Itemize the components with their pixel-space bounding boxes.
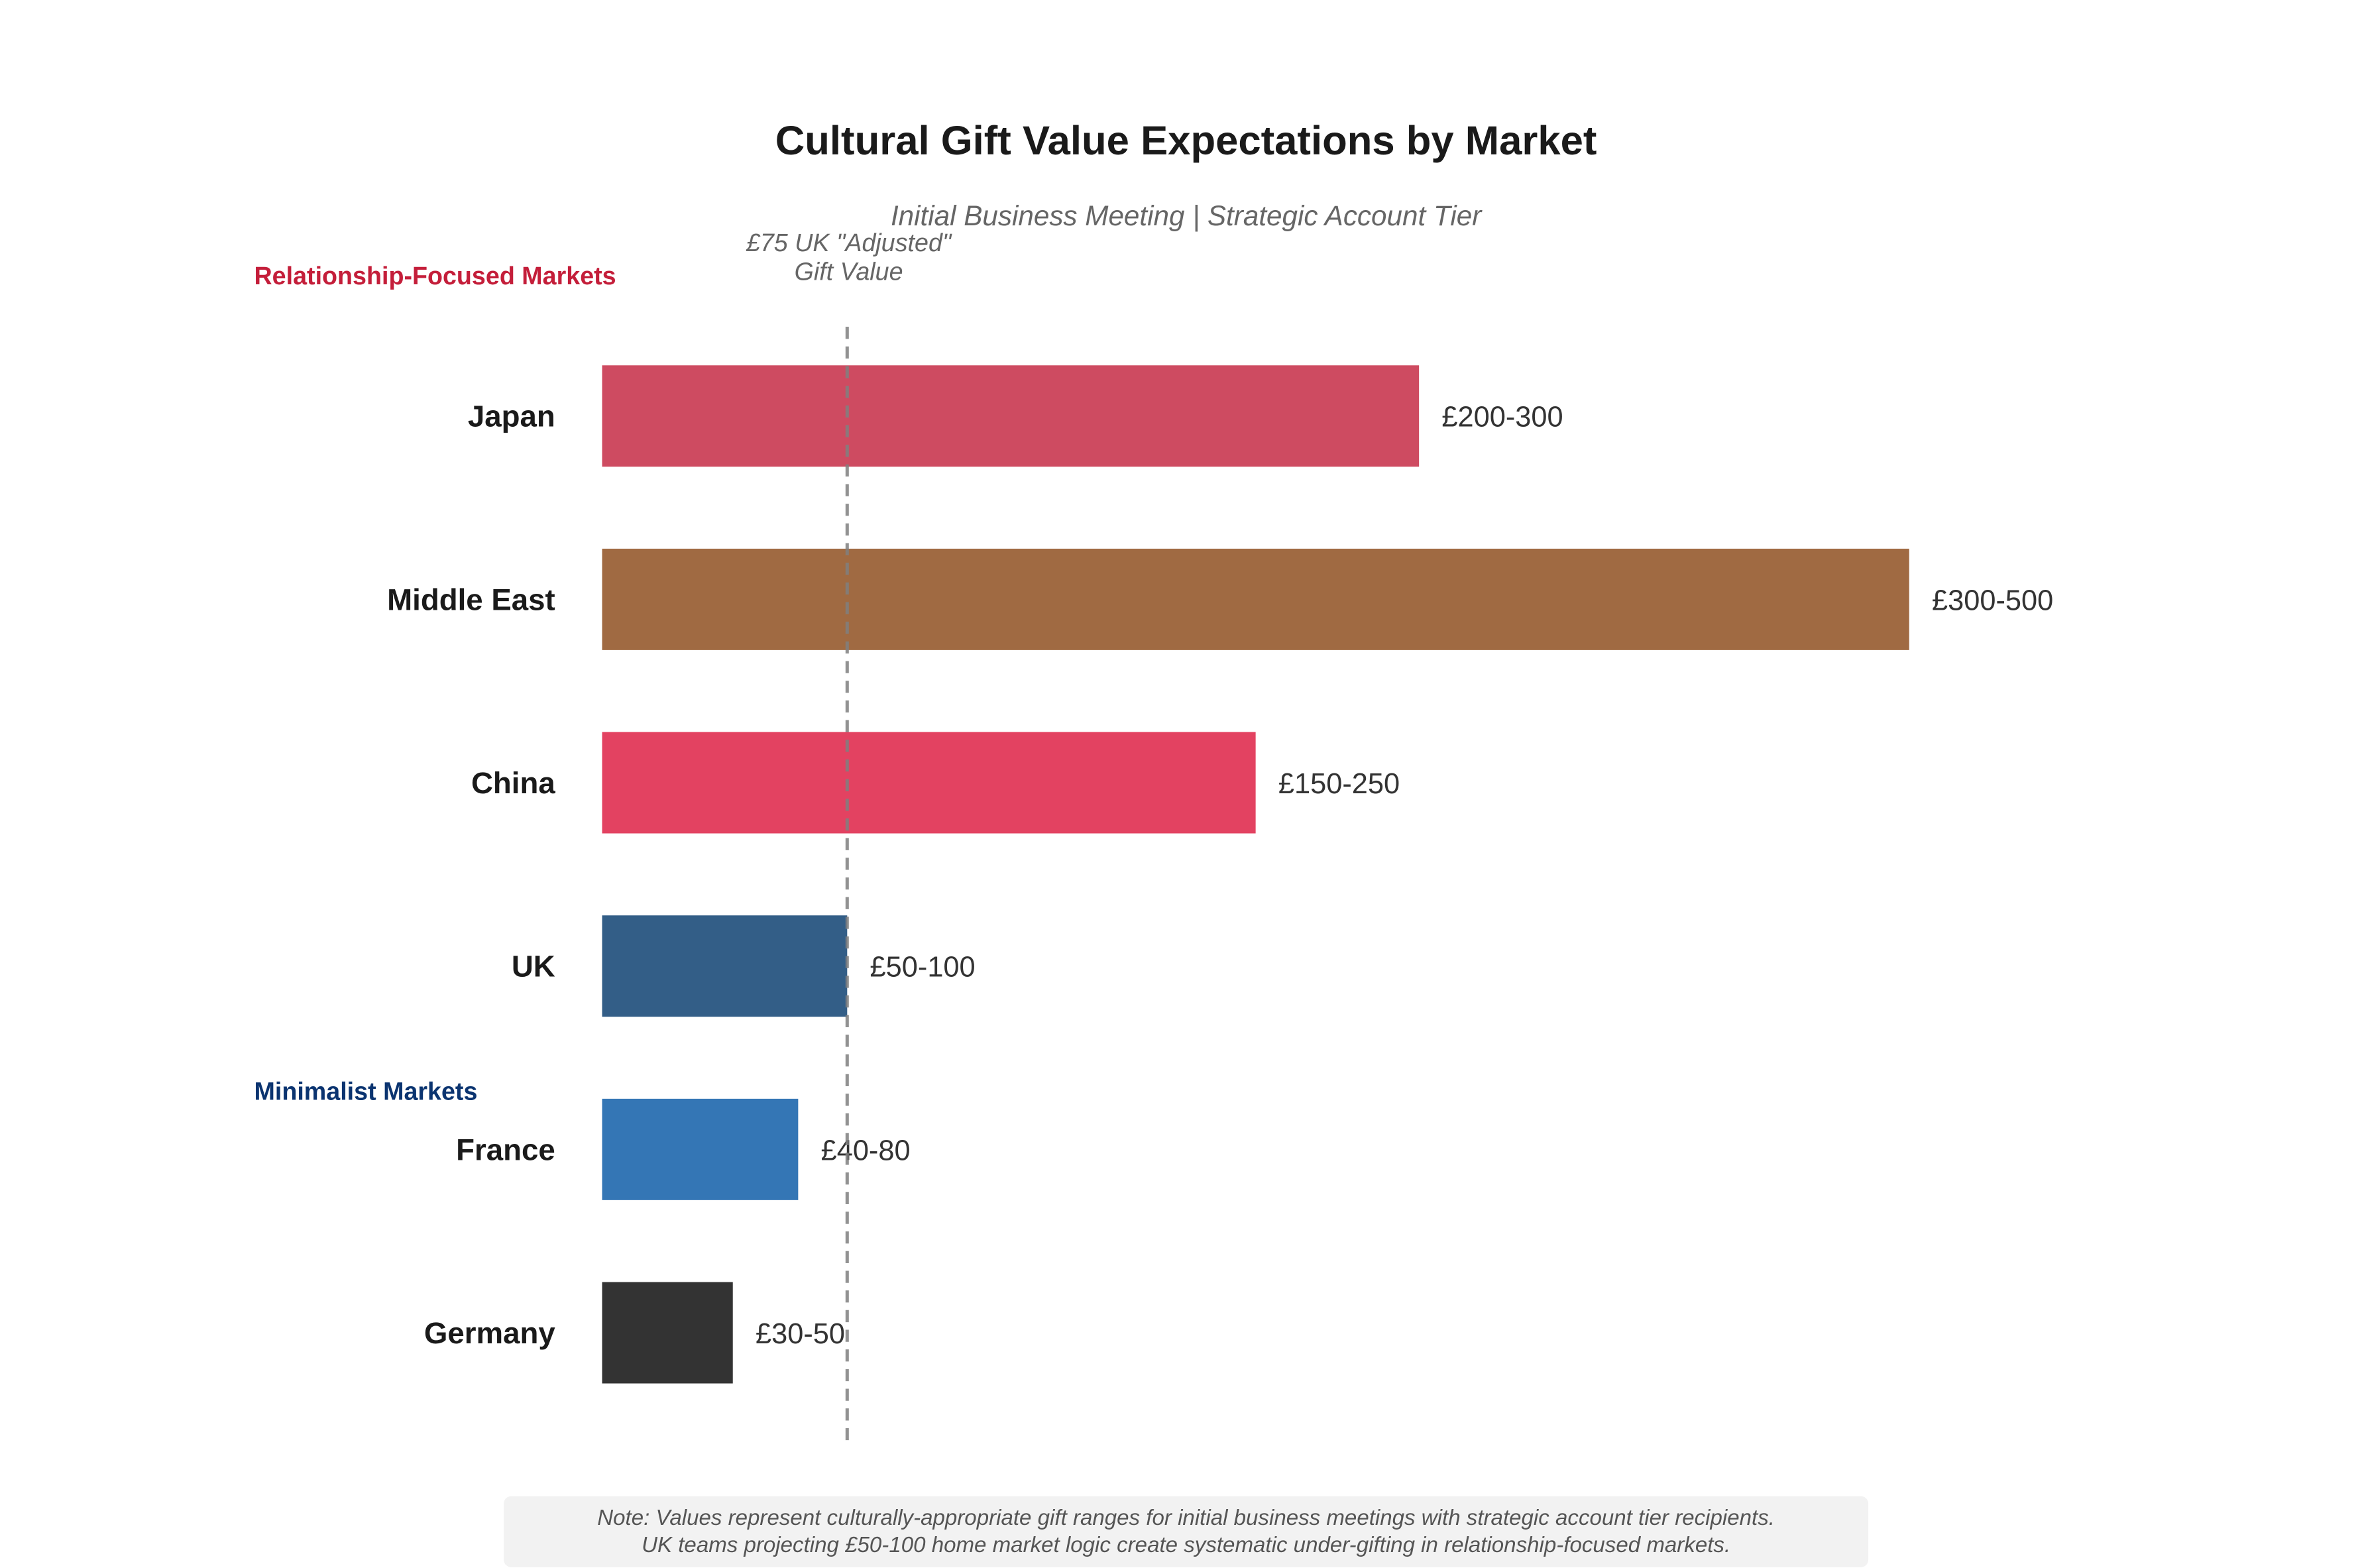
bar-germany bbox=[602, 1282, 733, 1384]
category-label: UK bbox=[512, 950, 555, 983]
category-label: Germany bbox=[424, 1316, 555, 1350]
category-label: France bbox=[456, 1133, 555, 1166]
value-label: £30-50 bbox=[756, 1318, 845, 1350]
bar-france bbox=[602, 1098, 799, 1200]
bar-uk bbox=[602, 915, 848, 1017]
chart-subtitle: Initial Business Meeting | Strategic Acc… bbox=[891, 200, 1483, 232]
chart-title: Cultural Gift Value Expectations by Mark… bbox=[775, 118, 1597, 164]
bar-china bbox=[602, 732, 1256, 834]
category-label: China bbox=[471, 766, 555, 800]
value-label: £40-80 bbox=[821, 1135, 911, 1166]
reference-label-line1: £75 UK "Adjusted" bbox=[746, 229, 952, 256]
value-label: £150-250 bbox=[1278, 768, 1400, 800]
group-label-relationship: Relationship-Focused Markets bbox=[254, 262, 616, 290]
note-box bbox=[504, 1496, 1869, 1567]
bar-japan bbox=[602, 365, 1420, 467]
category-label: Japan bbox=[468, 400, 555, 433]
value-label: £300-500 bbox=[1932, 585, 2053, 616]
category-label: Middle East bbox=[387, 583, 555, 616]
value-label: £200-300 bbox=[1441, 402, 1563, 433]
value-label: £50-100 bbox=[870, 952, 976, 983]
note-line1: Note: Values represent culturally-approp… bbox=[597, 1506, 1775, 1530]
group-label-minimalist: Minimalist Markets bbox=[254, 1078, 477, 1105]
reference-label-line2: Gift Value bbox=[795, 257, 903, 285]
bar-middle-east bbox=[602, 548, 1909, 650]
note-line2: UK teams projecting £50-100 home market … bbox=[642, 1533, 1730, 1557]
